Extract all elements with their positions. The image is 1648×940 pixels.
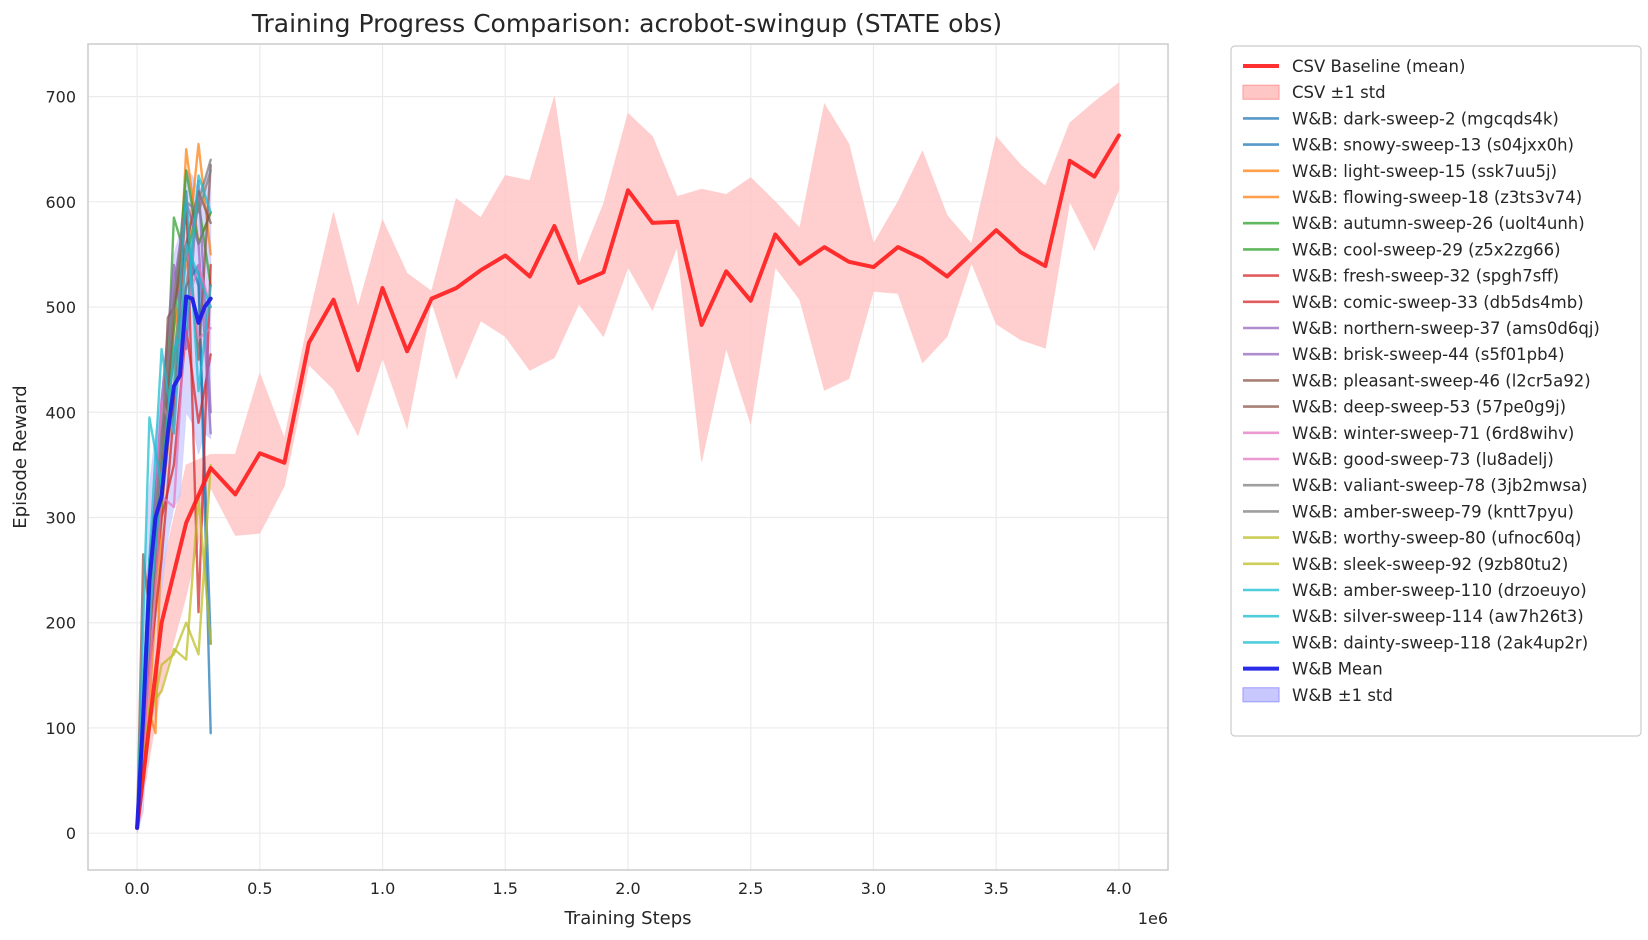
- legend-swatch-patch: [1242, 687, 1280, 703]
- wandb-run-line-18: [135, 174, 212, 830]
- csv-baseline-mean-line: [135, 133, 1121, 830]
- legend-label: W&B: fresh-sweep-32 (spgh7sff): [1292, 267, 1559, 286]
- x-tick-label: 3.0: [861, 879, 886, 898]
- legend-label: W&B: pleasant-sweep-46 (l2cr5a92): [1292, 371, 1591, 390]
- legend-swatch-patch: [1242, 84, 1280, 100]
- x-axis-label: Training Steps: [563, 908, 691, 929]
- legend-label: W&B: worthy-sweep-80 (ufnoc60q): [1292, 529, 1581, 548]
- x-tick-label: 3.5: [983, 879, 1008, 898]
- y-tick-label: 0: [66, 824, 76, 843]
- y-axis-label: Episode Reward: [10, 385, 31, 528]
- legend-label: W&B: sleek-sweep-92 (9zb80tu2): [1292, 555, 1568, 574]
- legend-label: W&B: dark-sweep-2 (mgcqds4k): [1292, 109, 1559, 128]
- plot-frame: [87, 43, 1169, 871]
- legend-label: W&B: comic-sweep-33 (db5ds4mb): [1292, 293, 1584, 312]
- legend-label: W&B: dainty-sweep-118 (2ak4up2r): [1292, 633, 1588, 652]
- legend-label: W&B: deep-sweep-53 (57pe0g9j): [1292, 398, 1566, 417]
- legend-label: W&B: cool-sweep-29 (z5x2zg66): [1292, 240, 1561, 259]
- x-tick-label: 1.0: [370, 879, 395, 898]
- wandb-run-line-19: [135, 242, 212, 830]
- legend-box: [1230, 45, 1642, 737]
- y-tick-label: 300: [45, 509, 76, 528]
- legend-label: W&B: amber-sweep-110 (drzoeuyo): [1292, 581, 1587, 600]
- legend-label: W&B: autumn-sweep-26 (uolt4unh): [1292, 214, 1585, 233]
- chart-title: Training Progress Comparison: acrobot-sw…: [251, 9, 1002, 38]
- y-tick-label: 100: [45, 719, 76, 738]
- legend-label: W&B: winter-sweep-71 (6rd8wihv): [1292, 424, 1574, 443]
- y-tick-label: 400: [45, 403, 76, 422]
- y-tick-label: 200: [45, 614, 76, 633]
- wandb-mean-line: [135, 294, 213, 830]
- legend-label: W&B: light-sweep-15 (ssk7uu5j): [1292, 162, 1557, 181]
- csv-std-band: [136, 81, 1120, 834]
- y-tick-label: 700: [45, 88, 76, 107]
- legend-label: W&B: silver-sweep-114 (aw7h26t3): [1292, 607, 1584, 626]
- mean-lines: [135, 133, 1121, 830]
- legend-label: W&B Mean: [1292, 660, 1383, 679]
- legend-label: W&B: northern-sweep-37 (ams0d6qj): [1292, 319, 1600, 338]
- x-tick-label: 1.5: [493, 879, 518, 898]
- legend-label: W&B: flowing-sweep-18 (z3ts3v74): [1292, 188, 1582, 207]
- legend-label: W&B: good-sweep-73 (lu8adelj): [1292, 450, 1554, 469]
- y-tick-label: 500: [45, 298, 76, 317]
- legend-label: CSV ±1 std: [1292, 83, 1386, 102]
- y-tick-label: 600: [45, 193, 76, 212]
- wandb-run-lines: [135, 142, 212, 830]
- legend: CSV Baseline (mean) CSV ±1 std W&B: dark-s…: [1230, 45, 1642, 737]
- x-tick-label: 4.0: [1106, 879, 1131, 898]
- wandb-run-line-13: [135, 263, 212, 830]
- legend-label: W&B: snowy-sweep-13 (s04jxx0h): [1292, 136, 1574, 155]
- x-tick-label: 2.5: [738, 879, 763, 898]
- legend-label: W&B: amber-sweep-79 (kntt7pyu): [1292, 502, 1574, 521]
- x-tick-label: 0.0: [124, 879, 149, 898]
- x-tick-label: 0.5: [247, 879, 272, 898]
- x-ticks: 0.0 0.5 1.0 1.5 2.0 2.5 3.0 3.5 4.0: [124, 879, 1131, 898]
- legend-label: CSV Baseline (mean): [1292, 57, 1465, 76]
- x-scale-label: 1e6: [1138, 909, 1168, 928]
- legend-label: W&B: valiant-sweep-78 (3jb2mwsa): [1292, 476, 1588, 495]
- x-tick-label: 2.0: [615, 879, 640, 898]
- y-ticks: 0 100 200 300 400 500 600 700: [45, 88, 76, 844]
- legend-label: W&B: brisk-sweep-44 (s5f01pb4): [1292, 345, 1565, 364]
- legend-label: W&B ±1 std: [1292, 686, 1393, 705]
